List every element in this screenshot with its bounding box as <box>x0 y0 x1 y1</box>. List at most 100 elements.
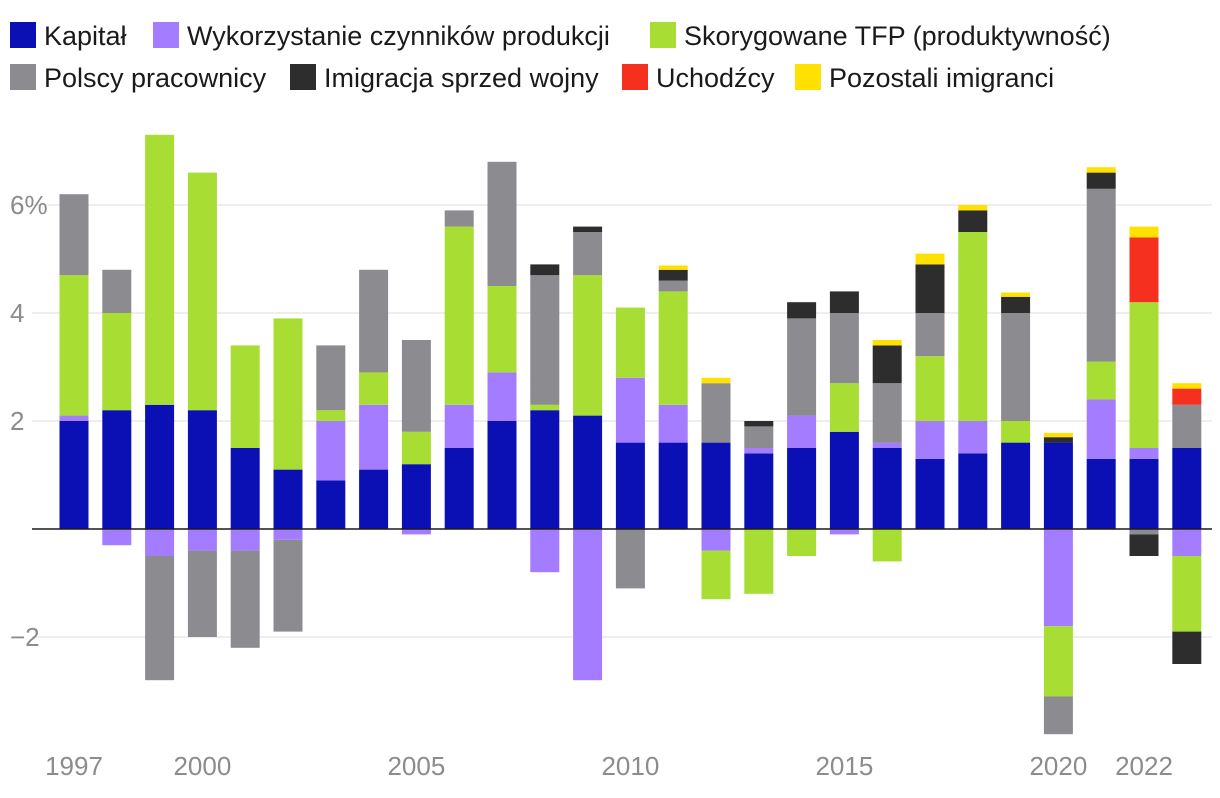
bar-segment-wykorzystanie-czynnikow-produkcji-1998 <box>102 529 132 546</box>
bar-segment-kapital-2004 <box>359 469 389 529</box>
bar-segment-imigracja-sprzed-wojny-2014 <box>787 302 817 319</box>
bar-segment-skorygowane-tfp-produktywnosc-2007 <box>487 286 517 373</box>
bar-stack-2008 <box>530 264 560 573</box>
bar-segment-pozostali-imigranci-2023 <box>1172 383 1202 389</box>
y-tick-label: 2 <box>10 406 24 436</box>
bar-segment-polscy-pracownicy-2008 <box>530 275 560 405</box>
bar-segment-skorygowane-tfp-produktywnosc-1998 <box>102 313 132 411</box>
bar-segment-wykorzystanie-czynnikow-produkcji-2004 <box>359 404 389 470</box>
bar-segment-skorygowane-tfp-produktywnosc-2014 <box>787 529 817 556</box>
bar-segment-kapital-2001 <box>230 448 260 529</box>
bar-segment-skorygowane-tfp-produktywnosc-2009 <box>573 275 603 416</box>
bar-stack-2014 <box>787 302 817 556</box>
bar-segment-skorygowane-tfp-produktywnosc-1999 <box>145 134 175 405</box>
bar-segment-wykorzystanie-czynnikow-produkcji-2001 <box>230 529 260 551</box>
y-tick-label: −2 <box>10 622 40 652</box>
bar-segment-polscy-pracownicy-2006 <box>444 210 474 227</box>
bar-stack-2002 <box>273 318 303 632</box>
bar-segment-kapital-2000 <box>187 410 217 529</box>
legend: Kapitał Wykorzystanie czynników produkcji… <box>10 21 1111 93</box>
bar-stack-2004 <box>359 269 389 529</box>
bar-segment-wykorzystanie-czynnikow-produkcji-2017 <box>915 421 945 459</box>
legend-item-kapital: Kapitał <box>10 21 127 51</box>
bar-segment-kapital-2003 <box>316 480 346 529</box>
bar-segment-kapital-2005 <box>401 464 431 529</box>
bar-segment-imigracja-sprzed-wojny-2016 <box>872 345 902 384</box>
y-axis-labels: −2 2 4 6% <box>10 190 48 652</box>
bar-segment-skorygowane-tfp-produktywnosc-2003 <box>316 410 346 421</box>
bar-segment-wykorzystanie-czynnikow-produkcji-2012 <box>701 529 731 551</box>
bar-segment-pozostali-imigranci-2021 <box>1086 167 1116 173</box>
bar-stack-2020 <box>1043 432 1073 735</box>
bar-segment-skorygowane-tfp-produktywnosc-2000 <box>187 172 217 411</box>
bar-segment-polscy-pracownicy-2005 <box>401 340 431 432</box>
bar-segment-skorygowane-tfp-produktywnosc-2018 <box>958 232 988 421</box>
bar-segment-polscy-pracownicy-2020 <box>1043 696 1073 735</box>
y-tick-label: 4 <box>10 298 24 328</box>
bar-segment-polscy-pracownicy-1999 <box>145 556 175 681</box>
bar-segment-polscy-pracownicy-1997 <box>59 194 89 276</box>
x-tick-label: 2020 <box>1029 751 1087 781</box>
bar-stack-2001 <box>230 345 260 648</box>
bar-segment-kapital-1999 <box>145 404 175 529</box>
bar-segment-polscy-pracownicy-2007 <box>487 161 517 286</box>
bar-stack-2015 <box>829 291 859 535</box>
legend-item-skorygowane-tfp-produktywnosc: Skorygowane TFP (produktywność) <box>650 21 1111 51</box>
bar-segment-kapital-2016 <box>872 448 902 529</box>
bar-segment-wykorzystanie-czynnikow-produkcji-2014 <box>787 415 817 448</box>
bar-stack-2019 <box>1001 292 1031 529</box>
bar-segment-kapital-2019 <box>1001 442 1031 529</box>
bar-stack-2018 <box>958 205 988 529</box>
bar-segment-skorygowane-tfp-produktywnosc-2017 <box>915 356 945 421</box>
bar-segment-kapital-2010 <box>615 442 645 529</box>
bar-segment-wykorzystanie-czynnikow-produkcji-2007 <box>487 372 517 421</box>
bar-segment-wykorzystanie-czynnikow-produkcji-2011 <box>658 404 688 443</box>
legend-label: Skorygowane TFP (produktywność) <box>684 21 1111 51</box>
legend-swatch <box>650 22 676 48</box>
bar-segment-polscy-pracownicy-2013 <box>744 426 774 448</box>
bar-segment-kapital-2017 <box>915 458 945 529</box>
bar-segment-polscy-pracownicy-2001 <box>230 550 260 648</box>
bar-segment-skorygowane-tfp-produktywnosc-2008 <box>530 404 560 411</box>
bar-segment-wykorzystanie-czynnikow-produkcji-2016 <box>872 442 902 448</box>
bar-segment-wykorzystanie-czynnikow-produkcji-2002 <box>273 529 303 540</box>
bar-segment-kapital-2020 <box>1043 442 1073 529</box>
bar-segment-pozostali-imigranci-2022 <box>1129 226 1159 238</box>
bar-stack-2013 <box>744 421 774 594</box>
bar-segment-pozostali-imigranci-2012 <box>701 377 731 384</box>
bar-segment-kapital-2011 <box>658 442 688 529</box>
bar-segment-polscy-pracownicy-2019 <box>1001 313 1031 421</box>
bar-segment-pozostali-imigranci-2019 <box>1001 292 1031 297</box>
bar-stack-1997 <box>59 194 89 529</box>
bar-stack-2009 <box>573 226 603 681</box>
bar-segment-pozostali-imigranci-2011 <box>658 265 688 270</box>
bar-segment-pozostali-imigranci-2020 <box>1043 432 1073 438</box>
bar-segment-uchodzcy-2023 <box>1172 388 1202 405</box>
bar-segment-imigracja-sprzed-wojny-2018 <box>958 210 988 232</box>
bar-stack-2017 <box>915 253 945 529</box>
bar-segment-wykorzystanie-czynnikow-produkcji-1997 <box>59 415 89 421</box>
bar-stack-2011 <box>658 265 688 529</box>
legend-label: Uchodźcy <box>656 63 775 93</box>
bar-segment-skorygowane-tfp-produktywnosc-2002 <box>273 318 303 470</box>
bar-segment-skorygowane-tfp-produktywnosc-2012 <box>701 550 731 600</box>
bar-segment-skorygowane-tfp-produktywnosc-2021 <box>1086 361 1116 400</box>
legend-label: Wykorzystanie czynników produkcji <box>187 21 610 51</box>
bar-segment-wykorzystanie-czynnikow-produkcji-2009 <box>573 529 603 681</box>
bar-stack-2000 <box>187 172 217 637</box>
legend-label: Kapitał <box>44 21 127 51</box>
bar-segment-skorygowane-tfp-produktywnosc-2006 <box>444 226 474 405</box>
bar-segment-polscy-pracownicy-2000 <box>187 550 217 637</box>
bar-stack-1999 <box>145 134 175 681</box>
bar-segment-wykorzystanie-czynnikow-produkcji-2005 <box>401 529 431 535</box>
bar-segment-skorygowane-tfp-produktywnosc-2022 <box>1129 302 1159 448</box>
legend-swatch <box>10 64 36 90</box>
bar-segment-imigracja-sprzed-wojny-2022 <box>1129 534 1159 556</box>
bar-segment-wykorzystanie-czynnikow-produkcji-2023 <box>1172 529 1202 556</box>
bar-stack-2021 <box>1086 167 1116 529</box>
x-axis-labels: 1997 2000 2005 2010 2015 2020 2022 <box>45 751 1173 781</box>
bar-segment-imigracja-sprzed-wojny-2023 <box>1172 631 1202 664</box>
x-tick-label: 2005 <box>387 751 445 781</box>
bar-segment-kapital-2012 <box>701 442 731 529</box>
bar-segment-imigracja-sprzed-wojny-2021 <box>1086 172 1116 189</box>
